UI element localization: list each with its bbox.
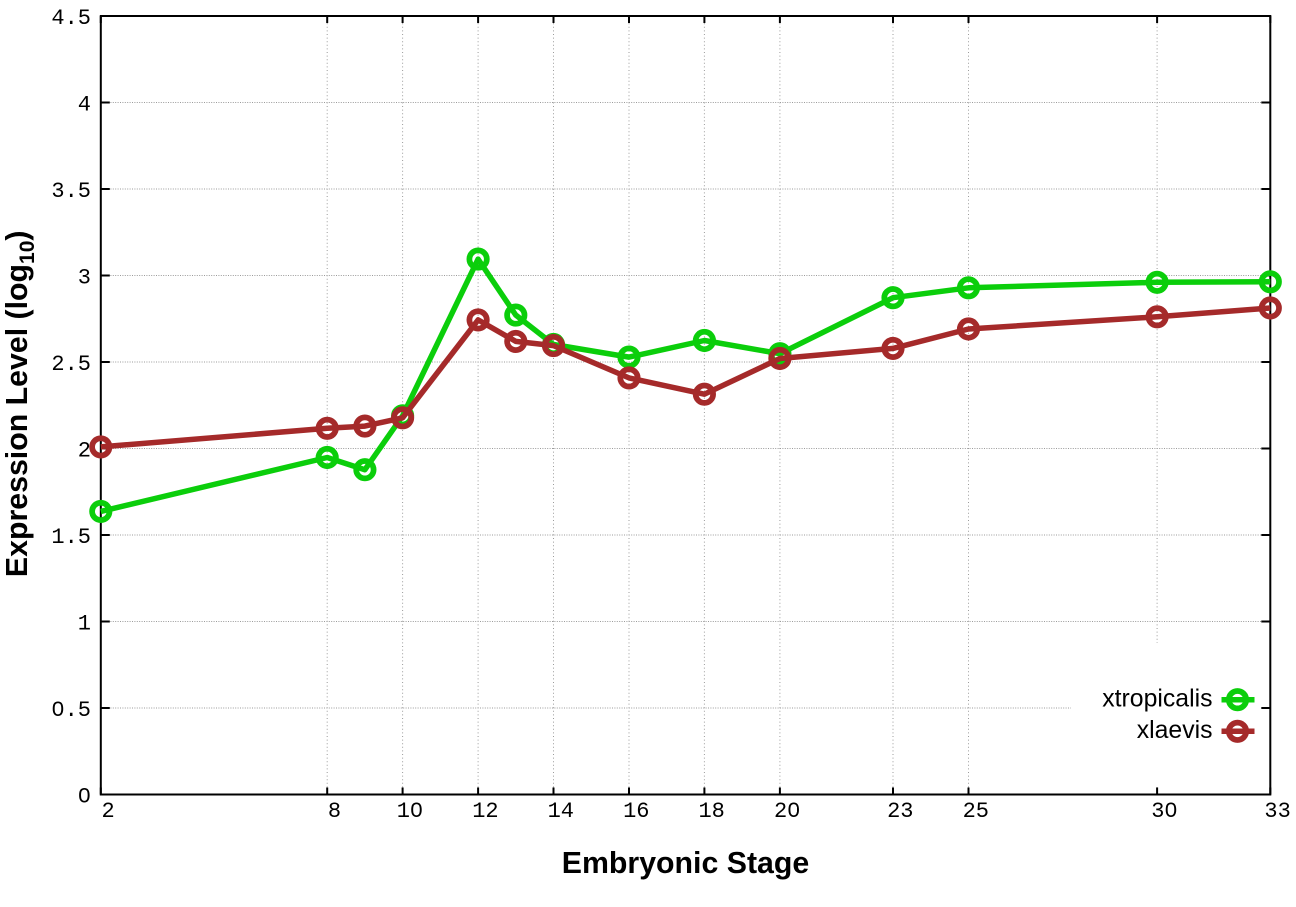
- svg-text:3: 3: [78, 266, 91, 291]
- svg-text:12: 12: [472, 799, 498, 824]
- svg-text:33: 33: [1264, 799, 1290, 824]
- svg-text:14: 14: [548, 799, 574, 824]
- svg-text:18: 18: [698, 799, 724, 824]
- svg-text:2: 2: [101, 799, 114, 824]
- svg-text:3.5: 3.5: [51, 179, 91, 204]
- svg-text:2.5: 2.5: [51, 352, 91, 377]
- svg-text:xlaevis: xlaevis: [1137, 717, 1213, 744]
- svg-text:Expression Level (log10): Expression Level (log10): [1, 230, 39, 577]
- svg-text:25: 25: [963, 799, 989, 824]
- svg-text:xtropicalis: xtropicalis: [1102, 685, 1212, 712]
- svg-text:Embryonic Stage: Embryonic Stage: [562, 847, 810, 880]
- svg-text:23: 23: [887, 799, 913, 824]
- svg-text:4.5: 4.5: [51, 6, 91, 31]
- svg-text:1.5: 1.5: [51, 525, 91, 550]
- svg-text:2: 2: [78, 439, 91, 464]
- svg-text:8: 8: [328, 799, 341, 824]
- svg-text:16: 16: [623, 799, 649, 824]
- svg-text:1: 1: [78, 612, 91, 637]
- svg-text:4: 4: [78, 93, 91, 118]
- svg-text:10: 10: [397, 799, 423, 824]
